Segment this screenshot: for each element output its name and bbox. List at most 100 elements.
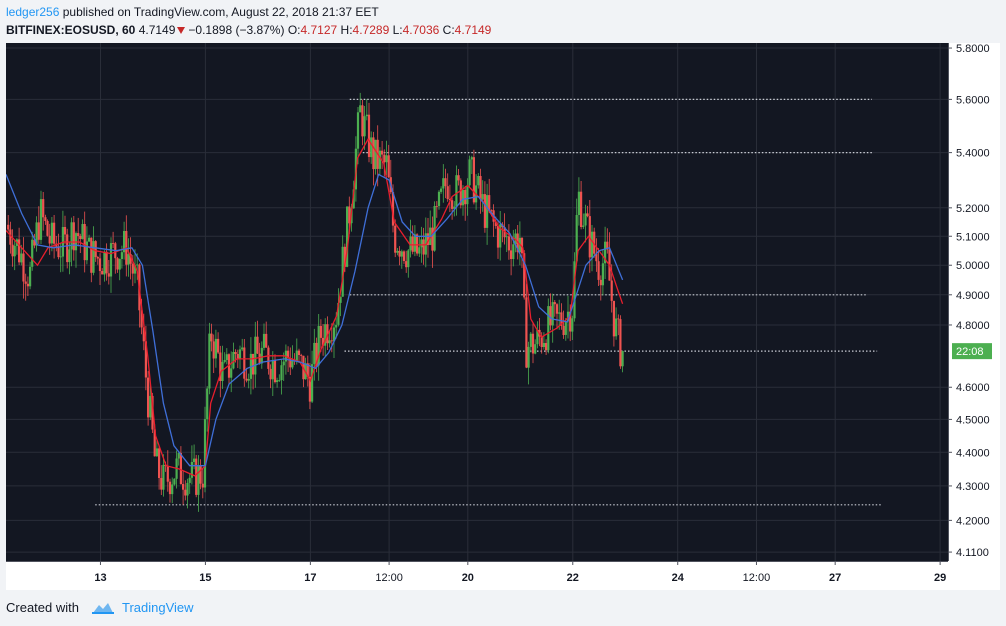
- candle-body: [184, 489, 187, 496]
- candle-body: [444, 178, 447, 187]
- candle-body: [372, 137, 375, 170]
- candle-body: [186, 482, 189, 496]
- candle-body: [328, 340, 331, 344]
- candle-body: [512, 244, 515, 259]
- tradingview-logo-icon: [91, 603, 114, 614]
- candle-body: [265, 333, 268, 348]
- candle-body: [319, 326, 322, 338]
- candle-body: [42, 199, 45, 218]
- candle-body: [584, 213, 587, 226]
- candle-body: [394, 225, 397, 253]
- candle-body: [7, 224, 10, 230]
- candle-body: [33, 239, 36, 246]
- time-tick-label: 27: [829, 572, 841, 584]
- candle-body: [57, 246, 60, 258]
- time-tick-label: 17: [304, 572, 316, 584]
- time-tick-label: 22: [567, 572, 579, 584]
- candle-body: [247, 379, 250, 381]
- candle-body: [549, 306, 552, 326]
- horizontal-levels: [95, 98, 883, 506]
- candle-body: [330, 340, 333, 342]
- candle-body: [195, 458, 198, 495]
- candle-body: [109, 243, 113, 277]
- candle-body: [457, 175, 460, 181]
- candle-body: [431, 227, 434, 251]
- time-tick-label: 12:00: [375, 572, 403, 584]
- candle-body: [166, 465, 169, 482]
- candle-body: [234, 352, 237, 354]
- candle-body: [243, 347, 246, 379]
- candle-body: [582, 225, 585, 227]
- candle-body: [346, 206, 349, 267]
- candle-body: [287, 350, 290, 359]
- candle-body: [297, 350, 301, 355]
- candle-body: [324, 324, 327, 346]
- price-tick-label: 4.9000: [956, 290, 990, 302]
- candle-body: [112, 243, 115, 244]
- candle-body: [18, 239, 21, 263]
- candle-body: [201, 483, 204, 488]
- tradingview-brand-link[interactable]: TradingView: [122, 600, 194, 615]
- candle-body: [555, 304, 559, 314]
- candle-body: [273, 360, 277, 383]
- plot-area: [6, 43, 948, 561]
- candle-body: [83, 224, 86, 261]
- candle-body: [566, 311, 570, 322]
- candle-body: [470, 157, 473, 160]
- candle-body: [540, 336, 543, 347]
- candle-body: [230, 368, 233, 378]
- candle-body: [278, 380, 281, 381]
- candle-body: [315, 342, 318, 366]
- author-link[interactable]: ledger256: [6, 5, 60, 19]
- publish-info: ledger256 published on TradingView.com, …: [6, 5, 379, 19]
- price-chart[interactable]: 5.8000 5.6000 5.4000 5.2000 5.1000 5.0000 4.90…: [6, 43, 1000, 590]
- candle-body: [440, 188, 443, 192]
- candle-body: [435, 206, 438, 207]
- candle-body: [193, 458, 196, 462]
- candle-body: [416, 234, 419, 254]
- candle-body: [39, 199, 43, 240]
- candle-body: [53, 222, 56, 244]
- candle-body: [615, 318, 618, 337]
- candle-body: [188, 477, 191, 483]
- candle-body: [276, 380, 279, 382]
- candle-body: [534, 344, 537, 354]
- candle-body: [66, 234, 69, 263]
- time-tick-label: 20: [462, 572, 474, 584]
- candle-body: [580, 191, 583, 227]
- candle-body: [348, 206, 351, 224]
- candle-body: [433, 206, 436, 251]
- candle-body: [136, 264, 139, 266]
- candle-body: [619, 319, 622, 367]
- candle-body: [46, 221, 49, 236]
- candle-body: [573, 261, 576, 319]
- candle-body: [232, 352, 235, 369]
- candle-body: [337, 302, 340, 325]
- candle-body: [295, 350, 298, 361]
- candle-body: [326, 324, 329, 344]
- ohlc-open-label: O:: [287, 23, 301, 37]
- candle-body: [13, 245, 16, 257]
- candle-body: [252, 353, 255, 375]
- candle-body: [367, 114, 371, 157]
- candle-body: [472, 157, 475, 203]
- price-tick-label: 4.8000: [956, 320, 990, 332]
- candle-body: [510, 250, 513, 259]
- candle-body: [59, 256, 62, 258]
- candle-body: [385, 155, 388, 163]
- candle-body: [306, 363, 309, 377]
- candle-body: [313, 342, 316, 365]
- candle-body: [94, 241, 97, 257]
- candle-body: [381, 150, 384, 155]
- candle-body: [332, 327, 336, 342]
- candle-body: [523, 253, 526, 298]
- candle-body: [597, 261, 600, 280]
- candle-body: [545, 343, 548, 351]
- candle-body: [223, 360, 226, 362]
- price-tick-label: 5.4000: [956, 148, 990, 160]
- candle-body: [107, 273, 110, 277]
- candle-body: [101, 271, 104, 275]
- candle-body: [171, 484, 174, 495]
- candle-body: [140, 310, 143, 328]
- grid: [6, 43, 948, 561]
